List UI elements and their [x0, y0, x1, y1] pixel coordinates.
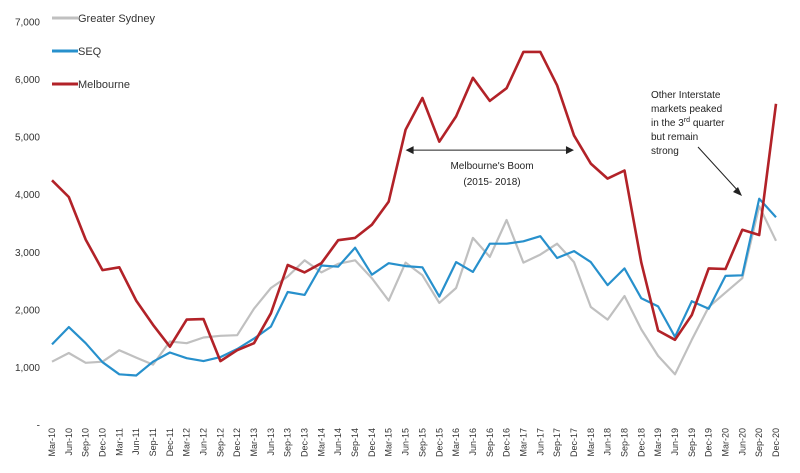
x-tick-label: Sep-14: [350, 428, 360, 457]
interstate-annotation-line3-base: in the 3: [651, 118, 684, 129]
x-tick-label: Dec-10: [98, 428, 108, 457]
legend-label-seq: SEQ: [78, 46, 102, 58]
x-tick-label: Mar-16: [451, 428, 461, 457]
boom-arrow-right-head: [565, 146, 574, 155]
x-tick-label: Mar-15: [384, 428, 394, 457]
x-tick-label: Mar-14: [316, 428, 326, 457]
x-tick-label: Mar-11: [114, 428, 124, 456]
legend: Greater Sydney SEQ Melbourne: [52, 13, 156, 91]
x-tick-label: Sep-18: [619, 428, 629, 457]
x-tick-label: Sep-17: [552, 428, 562, 457]
series-line-melbourne: [51, 50, 778, 363]
x-tick-label: Jun-17: [535, 428, 545, 456]
interstate-annotation-line1: Other Interstate: [651, 90, 721, 101]
x-tick-label: Dec-11: [165, 428, 175, 456]
x-tick-label: Jun-13: [266, 428, 276, 456]
legend-label-melbourne: Melbourne: [78, 79, 130, 91]
y-tick-label: 4,000: [15, 190, 40, 201]
x-tick-label: Sep-10: [81, 428, 91, 457]
y-tick-label: -: [37, 421, 40, 432]
x-axis: Mar-10 Jun-10 Sep-10 Dec-10 Mar-11 Jun-11 Sep-…: [47, 428, 781, 457]
x-tick-label: Jun-10: [64, 428, 74, 456]
boom-arrow-left-head: [405, 146, 414, 155]
x-tick-label: Jun-15: [401, 428, 411, 456]
series-layer: [51, 50, 778, 377]
x-tick-label: Mar-18: [586, 428, 596, 457]
boom-annotation-line1: Melbourne's Boom: [450, 161, 533, 172]
series-line-greater-sydney: [51, 205, 777, 376]
x-tick-label: Jun-14: [333, 428, 343, 456]
interstate-annotation-line5: strong: [651, 146, 679, 157]
x-tick-label: Sep-20: [754, 428, 764, 457]
interstate-pointer-head: [733, 187, 742, 196]
x-tick-label: Mar-19: [653, 428, 663, 457]
x-tick-label: Sep-16: [485, 428, 495, 457]
x-tick-label: Dec-19: [704, 428, 714, 457]
x-tick-label: Sep-19: [687, 428, 697, 457]
interstate-annotation-superscript: rd: [684, 117, 690, 124]
legend-label-greater-sydney: Greater Sydney: [78, 13, 156, 25]
x-tick-label: Dec-16: [502, 428, 512, 457]
x-tick-label: Mar-12: [182, 428, 192, 457]
x-tick-label: Dec-14: [367, 428, 377, 457]
boom-annotation-line2: (2015- 2018): [463, 177, 520, 188]
x-tick-label: Dec-18: [636, 428, 646, 457]
x-tick-label: Mar-20: [720, 428, 730, 457]
interstate-annotation-line2: markets peaked: [651, 104, 722, 115]
x-tick-label: Dec-15: [434, 428, 444, 457]
y-tick-label: 7,000: [15, 18, 40, 29]
x-tick-label: Dec-13: [300, 428, 310, 457]
x-tick-label: Jun-16: [468, 428, 478, 456]
x-tick-label: Dec-20: [771, 428, 781, 457]
series-line-seq: [51, 197, 777, 377]
y-tick-label: 2,000: [15, 305, 40, 316]
interstate-annotation-line3: in the 3rd quarter: [651, 117, 725, 129]
y-axis: - 1,000 2,000 3,000 4,000 5,000 6,000 7,000: [15, 18, 40, 432]
interstate-pointer-arrow: [697, 146, 741, 194]
x-tick-label: Mar-17: [518, 428, 528, 457]
y-tick-label: 5,000: [15, 133, 40, 144]
x-tick-label: Jun-12: [199, 428, 209, 456]
x-tick-label: Jun-19: [670, 428, 680, 456]
annotations: Melbourne's Boom (2015- 2018) Other Inte…: [405, 90, 742, 196]
x-tick-label: Sep-13: [283, 428, 293, 457]
interstate-annotation-line4: but remain: [651, 132, 698, 143]
interstate-annotation-line3-tail: quarter: [690, 118, 725, 129]
x-tick-label: Jun-18: [603, 428, 613, 456]
x-tick-label: Dec-17: [569, 428, 579, 457]
y-tick-label: 3,000: [15, 248, 40, 259]
x-tick-label: Sep-11: [148, 428, 158, 456]
x-tick-label: Jun-20: [737, 428, 747, 456]
y-tick-label: 6,000: [15, 75, 40, 86]
x-tick-label: Jun-11: [131, 428, 141, 455]
x-tick-label: Mar-10: [47, 428, 57, 457]
x-tick-label: Dec-12: [232, 428, 242, 457]
y-tick-label: 1,000: [15, 363, 40, 374]
x-tick-label: Sep-15: [417, 428, 427, 457]
x-tick-label: Sep-12: [215, 428, 225, 457]
x-tick-label: Mar-13: [249, 428, 259, 457]
